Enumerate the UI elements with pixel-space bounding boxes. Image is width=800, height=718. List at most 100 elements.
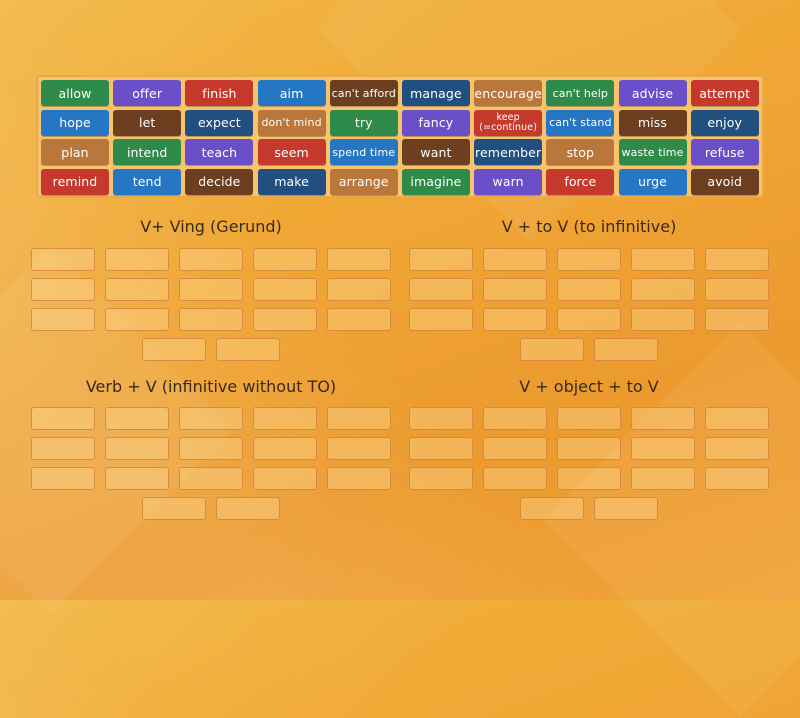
drop-slot[interactable] <box>557 407 621 430</box>
drop-slot[interactable] <box>179 308 243 331</box>
word-tile[interactable]: force <box>546 168 615 195</box>
drop-slot[interactable] <box>105 278 169 301</box>
drop-slot[interactable] <box>483 308 547 331</box>
word-tile[interactable]: try <box>329 109 398 136</box>
drop-slot[interactable] <box>31 308 95 331</box>
drop-slot[interactable] <box>483 248 547 271</box>
drop-slot[interactable] <box>409 407 473 430</box>
drop-slot[interactable] <box>557 308 621 331</box>
drop-slot[interactable] <box>631 248 695 271</box>
word-tile[interactable]: tend <box>113 168 182 195</box>
word-tile[interactable]: spend time <box>329 139 398 165</box>
drop-slot[interactable] <box>705 437 769 460</box>
drop-slot[interactable] <box>31 248 95 271</box>
drop-slot[interactable] <box>631 467 695 490</box>
drop-slot[interactable] <box>142 338 206 361</box>
drop-slot[interactable] <box>253 467 317 490</box>
drop-slot[interactable] <box>327 467 391 490</box>
drop-slot[interactable] <box>483 407 547 430</box>
drop-slot[interactable] <box>409 278 473 301</box>
drop-slot[interactable] <box>557 248 621 271</box>
word-tile[interactable]: stop <box>546 139 615 165</box>
drop-slot[interactable] <box>105 437 169 460</box>
drop-slot[interactable] <box>483 278 547 301</box>
word-tile[interactable]: expect <box>185 109 254 136</box>
drop-slot[interactable] <box>327 248 391 271</box>
drop-slot[interactable] <box>409 437 473 460</box>
drop-slot[interactable] <box>705 278 769 301</box>
drop-slot[interactable] <box>409 308 473 331</box>
word-tile[interactable]: manage <box>401 80 470 106</box>
word-tile[interactable]: encourage <box>474 80 543 106</box>
word-tile[interactable]: plan <box>41 139 109 165</box>
drop-slot[interactable] <box>31 278 95 301</box>
drop-slot[interactable] <box>253 278 317 301</box>
word-tile[interactable]: intend <box>113 139 182 165</box>
drop-slot[interactable] <box>105 407 169 430</box>
drop-slot[interactable] <box>179 437 243 460</box>
word-tile[interactable]: want <box>401 139 470 165</box>
word-tile[interactable]: remind <box>41 168 109 195</box>
word-tile[interactable]: allow <box>41 80 109 106</box>
drop-slot[interactable] <box>557 437 621 460</box>
drop-slot[interactable] <box>105 467 169 490</box>
drop-slot[interactable] <box>483 467 547 490</box>
drop-slot[interactable] <box>253 308 317 331</box>
drop-slot[interactable] <box>409 248 473 271</box>
word-tile[interactable]: warn <box>474 168 543 195</box>
word-tile[interactable]: advise <box>618 80 687 106</box>
word-tile[interactable]: enjoy <box>690 109 759 136</box>
drop-slot[interactable] <box>105 248 169 271</box>
drop-slot[interactable] <box>31 407 95 430</box>
drop-slot[interactable] <box>253 407 317 430</box>
drop-slot[interactable] <box>594 338 658 361</box>
drop-slot[interactable] <box>483 437 547 460</box>
drop-slot[interactable] <box>631 407 695 430</box>
drop-slot[interactable] <box>705 308 769 331</box>
word-tile[interactable]: can't stand <box>546 109 615 136</box>
drop-slot[interactable] <box>631 278 695 301</box>
drop-slot[interactable] <box>631 308 695 331</box>
drop-slot[interactable] <box>216 338 280 361</box>
word-tile[interactable]: attempt <box>690 80 759 106</box>
word-tile[interactable]: finish <box>185 80 254 106</box>
drop-slot[interactable] <box>631 437 695 460</box>
drop-slot[interactable] <box>179 467 243 490</box>
word-tile[interactable]: make <box>257 168 326 195</box>
word-tile[interactable]: seem <box>257 139 326 165</box>
drop-slot[interactable] <box>31 437 95 460</box>
word-tile[interactable]: keep (=continue) <box>474 109 543 136</box>
drop-slot[interactable] <box>142 497 206 520</box>
drop-slot[interactable] <box>253 248 317 271</box>
drop-slot[interactable] <box>520 338 584 361</box>
drop-slot[interactable] <box>327 437 391 460</box>
word-tile[interactable]: don't mind <box>257 109 326 136</box>
word-tile[interactable]: let <box>113 109 182 136</box>
drop-slot[interactable] <box>520 497 584 520</box>
word-tile[interactable]: arrange <box>329 168 398 195</box>
word-tile[interactable]: refuse <box>690 139 759 165</box>
word-tile[interactable]: imagine <box>401 168 470 195</box>
word-tile[interactable]: remember <box>474 139 543 165</box>
drop-slot[interactable] <box>327 278 391 301</box>
word-tile[interactable]: can't afford <box>329 80 398 106</box>
drop-slot[interactable] <box>179 278 243 301</box>
drop-slot[interactable] <box>179 407 243 430</box>
drop-slot[interactable] <box>594 497 658 520</box>
drop-slot[interactable] <box>705 467 769 490</box>
word-tile[interactable]: can't help <box>546 80 615 106</box>
word-tile[interactable]: offer <box>113 80 182 106</box>
drop-slot[interactable] <box>105 308 169 331</box>
word-tile[interactable]: avoid <box>690 168 759 195</box>
word-tile[interactable]: waste time <box>618 139 687 165</box>
drop-slot[interactable] <box>409 467 473 490</box>
word-tile[interactable]: teach <box>185 139 254 165</box>
word-tile[interactable]: miss <box>618 109 687 136</box>
drop-slot[interactable] <box>705 407 769 430</box>
drop-slot[interactable] <box>179 248 243 271</box>
word-tile[interactable]: aim <box>257 80 326 106</box>
drop-slot[interactable] <box>557 278 621 301</box>
drop-slot[interactable] <box>327 407 391 430</box>
word-tile[interactable]: hope <box>41 109 109 136</box>
drop-slot[interactable] <box>216 497 280 520</box>
